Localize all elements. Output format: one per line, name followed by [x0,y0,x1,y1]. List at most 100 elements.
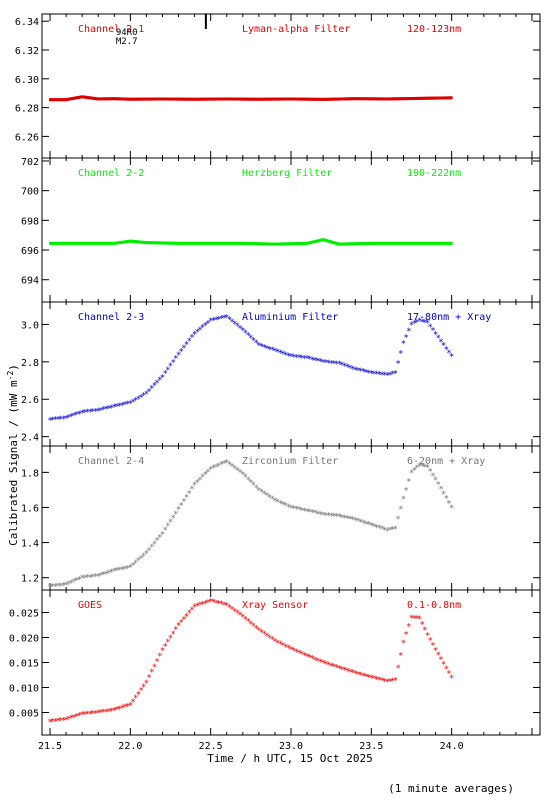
data-point: * [382,371,387,381]
data-point: * [398,505,403,515]
data-point [153,241,156,245]
data-point [97,241,100,245]
data-point [408,241,411,245]
data-point [155,241,158,245]
data-point: * [395,360,400,370]
data-point [163,97,166,101]
data-point: * [262,343,267,353]
y-tick-label: 700 [21,187,39,198]
data-point: * [355,670,360,680]
y-tick-label: 2.6 [21,395,39,406]
data-point: * [232,607,237,617]
data-point [445,241,448,245]
y-tick-label: 0.005 [9,709,39,720]
data-point [192,241,195,245]
data-point [376,241,379,245]
data-point: * [162,526,167,536]
data-point [96,97,99,101]
data-point: * [197,326,202,336]
y-axis-label: Calibrated Signal / (mW m-2) [6,364,20,546]
data-point [121,240,124,244]
data-point: * [283,502,288,512]
data-point [195,97,198,101]
data-point: * [278,499,283,509]
y-tick-label: 2.8 [21,358,39,369]
data-point: * [160,530,165,540]
data-point [150,241,153,245]
data-point: * [393,370,398,380]
data-point [172,97,175,101]
data-point: * [259,488,264,498]
data-point [129,97,132,101]
data-point: * [85,710,90,720]
data-point: * [61,716,66,726]
data-point [209,97,212,101]
data-point [132,239,135,243]
data-point [307,97,310,101]
y-tick-label: 698 [21,216,39,227]
data-point [407,97,410,101]
data-point [233,97,236,101]
data-point [263,97,266,101]
data-point [221,97,224,101]
data-point: * [71,412,76,422]
data-point: * [112,707,117,717]
data-point: * [179,502,184,512]
data-point [193,97,196,101]
data-point: * [272,347,277,357]
data-point: * [291,505,296,515]
data-point: * [291,353,296,363]
data-point [294,97,297,101]
data-point: * [109,568,114,578]
data-point [245,97,248,101]
data-point: * [98,709,103,719]
data-point [283,97,286,101]
data-point [264,97,267,101]
data-point [404,97,407,101]
data-point: * [63,581,68,591]
data-point [437,241,440,245]
data-point: * [63,716,68,726]
data-point [238,241,241,245]
data-point: * [345,515,350,525]
data-point: * [117,566,122,576]
x-tick-label: 23.5 [359,741,383,752]
data-point [156,97,159,101]
data-point [441,96,444,100]
data-point [134,97,137,101]
data-point [208,241,211,245]
data-point [67,241,70,245]
data-point: * [85,574,90,584]
data-point [340,242,343,246]
data-point: * [203,599,208,609]
band-label: 17-80nm + Xray [407,312,491,323]
data-point: * [304,507,309,517]
data-point [236,97,239,101]
data-point [411,241,414,245]
data-point: * [104,405,109,415]
band-label: 0.1-0.8nm [407,600,461,611]
data-point [357,242,360,246]
data-point [134,240,137,244]
data-point [291,242,294,246]
data-point [414,241,417,245]
data-point [301,97,304,101]
data-point: * [221,601,226,611]
data-point: * [377,524,382,534]
data-point [170,97,173,101]
data-point [330,240,333,244]
data-point: * [417,462,422,472]
data-point [286,97,289,101]
data-point [121,97,124,101]
data-point: * [395,515,400,525]
data-point: * [446,669,451,679]
data-point [53,98,56,102]
data-point: * [106,404,111,414]
data-point: * [449,674,454,684]
data-point [326,239,329,243]
data-point: * [438,485,443,495]
data-point [70,241,73,245]
data-point: * [165,638,170,648]
data-point [206,241,209,245]
data-point [66,241,69,245]
